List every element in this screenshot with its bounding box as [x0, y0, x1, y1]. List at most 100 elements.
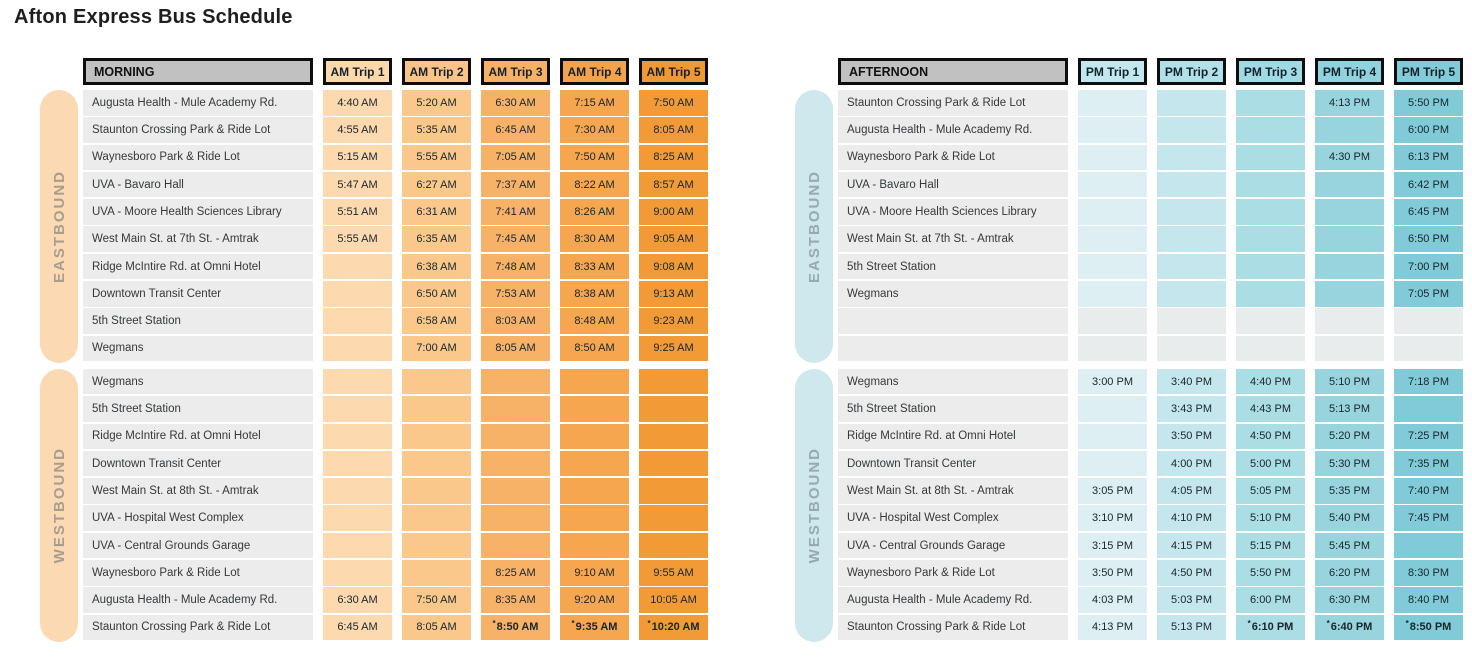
time-cell: 8:50 AM — [560, 335, 629, 362]
time-cell — [560, 478, 629, 504]
time-cell: 9:10 AM — [560, 560, 629, 586]
time-cell — [1078, 199, 1147, 225]
time-cell — [1394, 308, 1463, 334]
time-cell: 9:00 AM — [639, 199, 708, 225]
trip-header-2: AM Trip 2 — [402, 58, 471, 85]
stop-name-cell: Staunton Crossing Park & Ride Lot — [83, 117, 313, 143]
afternoon-section-eastbound: EASTBOUND Staunton Crossing Park & Ride L… — [795, 90, 1463, 363]
time-cell — [323, 560, 392, 586]
time-cell: * 8:50 PM — [1394, 614, 1463, 641]
time-cell: 5:20 PM — [1315, 423, 1384, 450]
time-cell: 9:08 AM — [639, 253, 708, 280]
time-cell: 9:05 AM — [639, 226, 708, 252]
stop-name-cell: Staunton Crossing Park & Ride Lot — [83, 614, 313, 641]
time-cell: 8:05 AM — [639, 117, 708, 143]
stop-name-cell: 5th Street Station — [838, 396, 1068, 422]
stop-row: UVA - Hospital West Complex — [83, 505, 708, 531]
time-cell: 5:47 AM — [323, 171, 392, 198]
time-cell — [560, 532, 629, 559]
time-cell: 6:45 AM — [481, 117, 550, 143]
stop-row: Staunton Crossing Park & Ride Lot 6:45 AM… — [83, 614, 708, 641]
time-cell: 6:20 PM — [1315, 560, 1384, 586]
stop-name-cell: 5th Street Station — [83, 396, 313, 422]
trip-header-3: AM Trip 3 — [481, 58, 550, 85]
time-cell: 5:50 PM — [1236, 560, 1305, 586]
time-cell: 6:13 PM — [1394, 144, 1463, 171]
time-cell — [1157, 308, 1226, 334]
time-cell — [402, 423, 471, 450]
time-cell — [323, 450, 392, 477]
time-cell: 6:38 AM — [402, 253, 471, 280]
time-cell: 6:30 AM — [481, 90, 550, 116]
stop-name-cell: West Main St. at 8th St. - Amtrak — [838, 478, 1068, 504]
time-cell: 8:25 AM — [639, 144, 708, 171]
stop-name-cell: UVA - Central Grounds Garage — [838, 532, 1068, 559]
stop-row: UVA - Bavaro Hall 6:42 PM — [838, 171, 1463, 198]
stop-name-cell: UVA - Bavaro Hall — [838, 171, 1068, 198]
stop-name-cell: UVA - Bavaro Hall — [83, 171, 313, 198]
time-cell — [560, 450, 629, 477]
time-cell — [560, 505, 629, 531]
trip-header-1: AM Trip 1 — [323, 58, 392, 85]
time-cell — [560, 396, 629, 422]
trip-header-5: PM Trip 5 — [1394, 58, 1463, 85]
time-cell: 6:00 PM — [1236, 587, 1305, 613]
stop-name-cell: 5th Street Station — [838, 253, 1068, 280]
stop-name-cell: Downtown Transit Center — [838, 450, 1068, 477]
time-cell — [402, 450, 471, 477]
period-header-morning: MORNING — [83, 58, 313, 85]
stop-name-cell: UVA - Moore Health Sciences Library — [838, 199, 1068, 225]
time-cell — [560, 423, 629, 450]
time-cell — [1078, 396, 1147, 422]
time-cell: 8:25 AM — [481, 560, 550, 586]
stop-row: Augusta Health - Mule Academy Rd. 6:00 PM — [838, 117, 1463, 143]
stop-name-cell: Downtown Transit Center — [83, 450, 313, 477]
stop-name-cell: Waynesboro Park & Ride Lot — [83, 144, 313, 171]
time-cell — [323, 335, 392, 362]
time-cell — [481, 478, 550, 504]
stop-name-cell: 5th Street Station — [83, 308, 313, 334]
time-cell — [1315, 308, 1384, 334]
time-cell: 4:40 AM — [323, 90, 392, 116]
stop-row: Wegmans 7:05 PM — [838, 281, 1463, 307]
trip-header-5: AM Trip 5 — [639, 58, 708, 85]
morning-section-eastbound: EASTBOUND Augusta Health - Mule Academy R… — [40, 90, 708, 363]
stop-name-cell: West Main St. at 8th St. - Amtrak — [83, 478, 313, 504]
time-cell — [1236, 144, 1305, 171]
time-cell — [1394, 532, 1463, 559]
time-cell — [1157, 90, 1226, 116]
time-cell: 3:50 PM — [1157, 423, 1226, 450]
time-cell — [481, 505, 550, 531]
time-cell: 5:20 AM — [402, 90, 471, 116]
time-cell: 5:35 PM — [1315, 478, 1384, 504]
time-cell — [1078, 281, 1147, 307]
time-cell: 7:18 PM — [1394, 368, 1463, 395]
stop-row: Waynesboro Park & Ride Lot 4:30 PM 6:13 PM — [838, 144, 1463, 171]
stop-row: Downtown Transit Center — [83, 450, 708, 477]
time-cell: 7:40 PM — [1394, 478, 1463, 504]
stop-row: Ridge McIntire Rd. at Omni Hotel 6:38 AM 7… — [83, 253, 708, 280]
rows-eastbound: Augusta Health - Mule Academy Rd. 4:40 AM… — [83, 90, 708, 363]
direction-pill-eastbound: EASTBOUND — [40, 90, 78, 363]
stop-name-cell: Ridge McIntire Rd. at Omni Hotel — [838, 423, 1068, 450]
stop-row: Waynesboro Park & Ride Lot 5:15 AM 5:55 AM… — [83, 144, 708, 171]
direction-label: WESTBOUND — [50, 447, 68, 564]
time-cell — [323, 368, 392, 395]
direction-label: EASTBOUND — [805, 169, 823, 283]
time-cell — [1394, 396, 1463, 422]
time-cell: 5:13 PM — [1157, 614, 1226, 641]
morning-schedule-table: MORNING AM Trip 1 AM Trip 2 AM Trip 3 AM Tri… — [40, 58, 708, 648]
time-cell: 9:55 AM — [639, 560, 708, 586]
time-cell: 4:50 PM — [1236, 423, 1305, 450]
time-cell: 8:03 AM — [481, 308, 550, 334]
time-cell: 6:35 AM — [402, 226, 471, 252]
time-cell: 3:40 PM — [1157, 368, 1226, 395]
time-cell — [1157, 253, 1226, 280]
time-cell: 4:55 AM — [323, 117, 392, 143]
time-cell — [1315, 281, 1384, 307]
time-cell — [560, 368, 629, 395]
time-cell — [323, 308, 392, 334]
stop-row: Waynesboro Park & Ride Lot 3:50 PM 4:50 PM… — [838, 560, 1463, 586]
time-cell — [1315, 335, 1384, 362]
time-cell: 9:13 AM — [639, 281, 708, 307]
